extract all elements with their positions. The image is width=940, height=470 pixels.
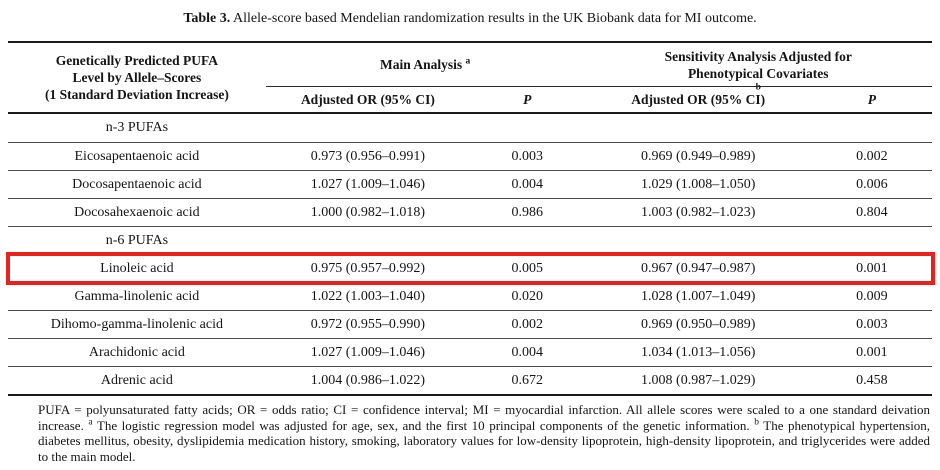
sensitivity-p-value: 0.006 — [856, 176, 888, 192]
sensitivity-or-value: 0.969 (0.949–0.989) — [641, 148, 756, 164]
table-footnote: PUFA = polyunsaturated fatty acids; OR =… — [38, 402, 930, 465]
header-main-analysis-group: Main Analysis a — [265, 43, 585, 87]
table-row-eicosapentaenoic-acid: Eicosapentaenoic acid 0.973 (0.956–0.991… — [8, 142, 932, 170]
sensitivity-p-value: 0.002 — [856, 148, 888, 164]
row-label: Linoleic acid — [100, 260, 174, 276]
table-caption-number: Table 3. — [183, 11, 231, 26]
header-adjusted-or-main: Adjusted OR (95% CI) — [300, 91, 435, 107]
main-p-value: 0.003 — [511, 148, 544, 164]
table-row-docosapentaenoic-acid: Docosapentaenoic acid 1.027 (1.009–1.046… — [8, 170, 932, 198]
row-label: Gamma-linolenic acid — [74, 288, 200, 304]
sensitivity-or-value: 1.028 (1.007–1.049) — [641, 288, 756, 304]
sensitivity-or-value: 1.003 (0.982–1.023) — [641, 204, 756, 220]
table-row-arachidonic-acid: Arachidonic acid 1.027 (1.009–1.046) 0.0… — [8, 338, 932, 366]
footnote-abbreviations: PUFA = polyunsaturated fatty acids; OR =… — [38, 402, 930, 433]
row-label: Dihomo-gamma-linolenic acid — [50, 316, 223, 332]
table-row-gamma-linolenic-acid: Gamma-linolenic acid 1.022 (1.003–1.040)… — [8, 282, 932, 310]
row-label: Docosapentaenoic acid — [72, 176, 202, 192]
row-label: Adrenic acid — [100, 372, 173, 388]
main-or-value: 1.004 (0.986–1.022) — [310, 372, 426, 388]
sensitivity-or-value: 0.969 (0.950–0.989) — [641, 316, 756, 332]
main-analysis-footnote-marker: a — [465, 56, 471, 66]
table-body: n-3 PUFAs Eicosapentaenoic acid 0.973 (0… — [6, 114, 935, 394]
header-exposure-column: Genetically Predicted PUFA Level by Alle… — [44, 53, 229, 102]
footnote-marker-b: b — [754, 417, 759, 428]
header-p-sensitivity: P — [867, 91, 877, 107]
sensitivity-footnote-marker: b — [755, 82, 761, 92]
main-p-value: 0.020 — [511, 288, 544, 304]
table-row-linoleic-acid-highlighted: Linoleic acid 0.975 (0.957–0.992) 0.005 … — [6, 252, 935, 285]
main-or-value: 0.973 (0.956–0.991) — [310, 148, 426, 164]
sensitivity-p-value: 0.003 — [856, 316, 888, 332]
table-caption: Table 3. Allele-score based Mendelian ra… — [0, 0, 940, 28]
row-label: Docosahexaenoic acid — [74, 204, 200, 220]
section-row-n6-pufas: n-6 PUFAs — [8, 226, 932, 254]
footnote-note-b: The phenotypical hypertension, diabetes … — [38, 417, 931, 465]
sensitivity-p-value: 0.001 — [856, 344, 888, 360]
table-row-dihomo-gamma-linolenic-acid: Dihomo-gamma-linolenic acid 0.972 (0.955… — [8, 310, 932, 338]
section-label: n-3 PUFAs — [105, 120, 169, 135]
sensitivity-p-value: 0.804 — [856, 204, 888, 220]
main-analysis-label: Main Analysis — [380, 56, 463, 72]
main-p-value: 0.004 — [511, 344, 544, 360]
main-p-value: 0.002 — [511, 316, 544, 332]
sensitivity-p-value: 0.001 — [856, 260, 888, 276]
main-p-value: 0.005 — [511, 260, 544, 276]
footnote-note-a: The logistic regression model was adjust… — [96, 417, 750, 433]
row-label: Arachidonic acid — [88, 344, 185, 360]
sensitivity-p-value: 0.458 — [856, 372, 888, 388]
header-p-main: P — [523, 91, 532, 107]
row-label: Eicosapentaenoic acid — [74, 148, 200, 164]
sensitivity-p-value: 0.009 — [856, 288, 888, 304]
sensitivity-or-value: 0.967 (0.947–0.987) — [641, 260, 756, 276]
sensitivity-or-value: 1.034 (1.013–1.056) — [641, 344, 756, 360]
table-caption-text: Allele-score based Mendelian randomizati… — [233, 11, 757, 26]
table-row-docosahexaenoic-acid: Docosahexaenoic acid 1.000 (0.982–1.018)… — [8, 198, 932, 226]
header-adjusted-or-sensitivity: Adjusted OR (95% CI) — [631, 91, 766, 107]
main-or-value: 1.027 (1.009–1.046) — [310, 176, 426, 192]
main-or-value: 1.000 (0.982–1.018) — [310, 204, 426, 220]
results-table: Genetically Predicted PUFA Level by Alle… — [6, 41, 935, 396]
sensitivity-or-value: 1.029 (1.008–1.050) — [641, 176, 756, 192]
header-sensitivity-group: Sensitivity Analysis Adjusted for Phenot… — [584, 43, 932, 92]
main-or-value: 1.027 (1.009–1.046) — [310, 344, 426, 360]
table-header: Genetically Predicted PUFA Level by Alle… — [8, 43, 932, 114]
sensitivity-analysis-label: Sensitivity Analysis Adjusted for Phenot… — [664, 48, 852, 81]
section-label: n-6 PUFAs — [105, 232, 169, 248]
main-p-value: 0.004 — [511, 176, 544, 192]
section-row-n3-pufas: n-3 PUFAs — [8, 114, 932, 142]
main-p-value: 0.986 — [511, 204, 544, 220]
table-row-adrenic-acid: Adrenic acid 1.004 (0.986–1.022) 0.672 1… — [8, 366, 932, 394]
main-or-value: 1.022 (1.003–1.040) — [310, 288, 426, 304]
sensitivity-or-value: 1.008 (0.987–1.029) — [641, 372, 756, 388]
main-or-value: 0.972 (0.955–0.990) — [310, 316, 426, 332]
main-p-value: 0.672 — [511, 372, 544, 388]
footnote-marker-a: a — [88, 417, 93, 428]
main-or-value: 0.975 (0.957–0.992) — [310, 260, 426, 276]
